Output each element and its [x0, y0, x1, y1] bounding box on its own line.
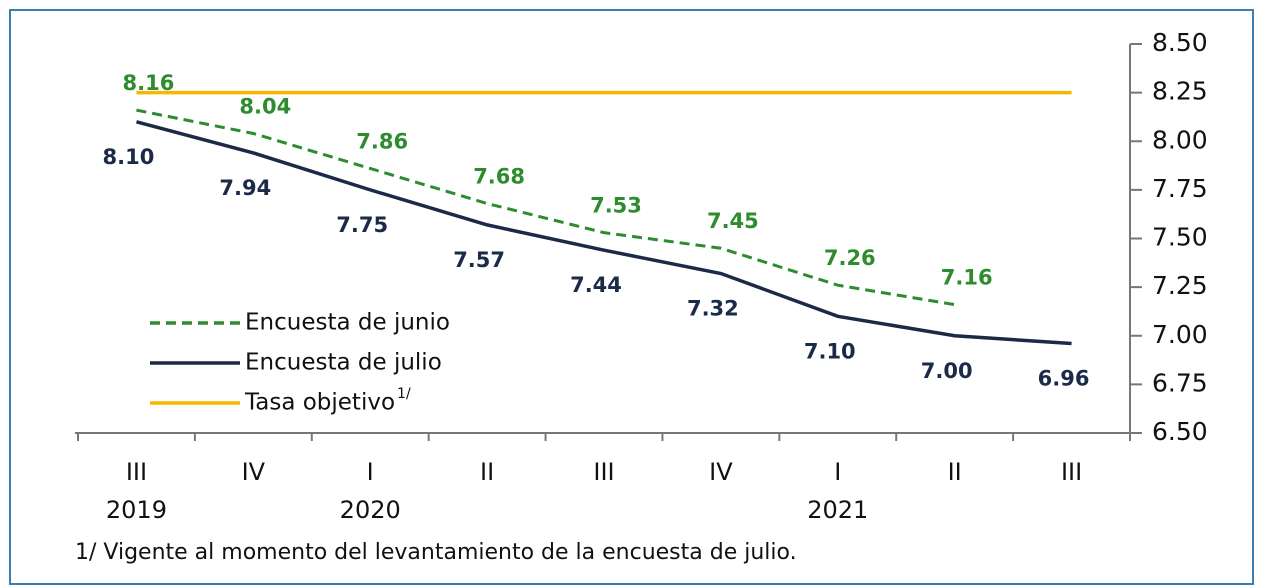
data-label: 7.10: [804, 339, 856, 363]
line-0: [136, 108, 955, 307]
x-tick-label: II: [480, 458, 494, 486]
frame: [9, 9, 1254, 585]
data-label: 8.04: [239, 94, 291, 118]
data-label: 7.00: [921, 359, 973, 383]
x-tick-label: I: [367, 458, 374, 486]
line-1: [135, 120, 1072, 346]
y-tick-label: 6.75: [1152, 368, 1208, 397]
x-tick-label: I: [834, 458, 841, 486]
data-label: 7.26: [824, 246, 876, 270]
y-tick-label: 8.00: [1152, 125, 1208, 154]
x-tick-label: III: [126, 458, 147, 486]
x-tick-label: III: [593, 458, 614, 486]
legend-label: Encuesta de julio: [245, 350, 442, 376]
x-tick-label: IV: [709, 458, 733, 486]
legend-label: Encuesta de junio: [245, 310, 450, 336]
y-tick-label: 7.50: [1152, 223, 1208, 252]
x-tick-label: IV: [242, 458, 266, 486]
data-label: 7.75: [336, 213, 388, 237]
y-tick-label: 7.25: [1152, 271, 1208, 300]
data-label: 7.94: [219, 176, 271, 200]
data-label: 8.10: [103, 145, 155, 169]
y-tick-label: 8.25: [1152, 77, 1208, 106]
data-label: 7.57: [453, 248, 505, 272]
data-label: 7.68: [473, 164, 525, 188]
data-label: 7.32: [687, 297, 739, 321]
legend-superscript: 1/: [397, 386, 411, 402]
data-label: 7.44: [570, 273, 622, 297]
data-label: 6.96: [1038, 367, 1090, 391]
footnote: 1/ Vigente al momento del levantamiento …: [75, 540, 797, 565]
legend-label: Tasa objetivo: [244, 390, 395, 416]
year-label: 2019: [106, 496, 167, 524]
x-tick-label: II: [948, 458, 962, 486]
data-label: 7.53: [590, 194, 642, 218]
x-tick-label: III: [1061, 458, 1082, 486]
y-tick-label: 8.50: [1152, 28, 1208, 57]
y-tick-label: 7.00: [1152, 320, 1208, 349]
data-label: 7.16: [941, 266, 993, 290]
year-label: 2020: [340, 496, 401, 524]
data-label: 7.45: [707, 209, 759, 233]
year-label: 2021: [807, 496, 868, 524]
y-tick-label: 7.75: [1152, 174, 1208, 203]
data-label: 7.86: [356, 129, 408, 153]
y-tick-label: 6.50: [1152, 417, 1208, 446]
